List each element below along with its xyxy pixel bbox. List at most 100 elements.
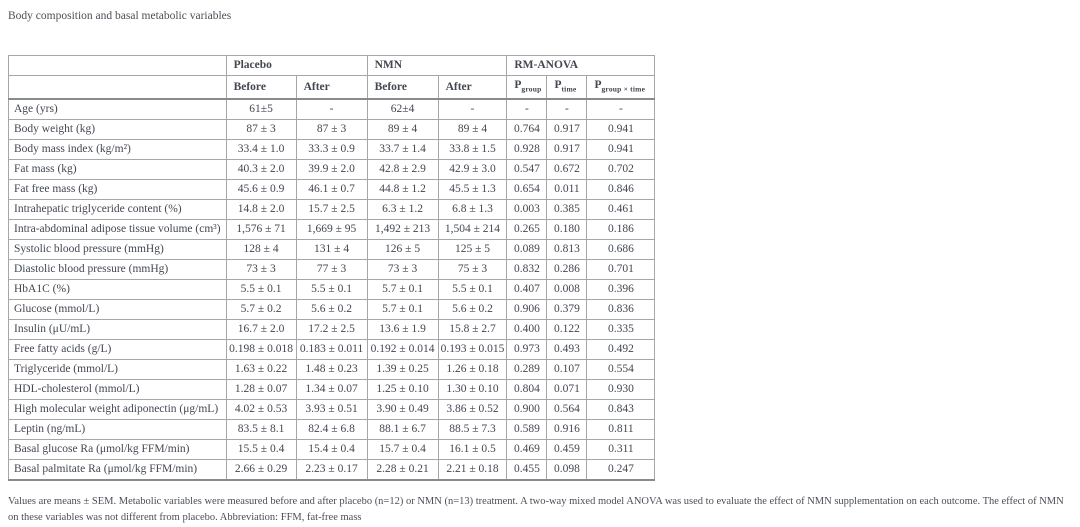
cell-nmn-after: 45.5 ± 1.3 [437,179,508,201]
cell-p-group: 0.928 [506,139,548,161]
row-label: Basal glucose Ra (μmol/kg FFM/min) [8,439,227,461]
cell-nmn-after: 5.6 ± 0.2 [437,299,508,321]
cell-p-group: 0.906 [506,299,548,321]
row-label: Fat mass (kg) [8,159,227,181]
cell-p-time: 0.917 [546,119,588,141]
cell-p-time: 0.459 [546,439,588,461]
cell-placebo-before: 33.4 ± 1.0 [225,139,297,161]
table-row: Leptin (ng/mL) 83.5 ± 8.1 82.4 ± 6.8 88.… [8,419,656,441]
cell-placebo-before: 15.5 ± 0.4 [225,439,297,461]
col-header-nmn-after: After [437,75,508,101]
cell-placebo-before: 2.66 ± 0.29 [225,459,297,482]
col-header-p-time: Ptime [546,75,588,101]
cell-p-time: 0.286 [546,259,588,281]
p-time-base: P [554,79,562,91]
cell-p-group: 0.455 [506,459,548,482]
table-row: Basal palmitate Ra (μmol/kg FFM/min) 2.6… [8,459,656,482]
cell-p-group-x-time: 0.811 [586,419,656,441]
cell-p-group: 0.265 [506,219,548,241]
group-header-nmn: NMN [366,55,508,76]
cell-p-time: 0.917 [546,139,588,161]
cell-p-time: 0.672 [546,159,588,181]
group-header-placebo: Placebo [225,55,368,76]
cell-nmn-before: 13.6 ± 1.9 [366,319,439,341]
cell-p-group-x-time: 0.843 [586,399,656,421]
cell-placebo-before: 1.28 ± 0.07 [225,379,297,401]
cell-p-group-x-time: 0.554 [586,359,656,381]
row-label: Basal palmitate Ra (μmol/kg FFM/min) [8,459,227,482]
results-table: Placebo NMN RM-ANOVA Before After Before… [8,55,656,482]
cell-nmn-after: 75 ± 3 [437,259,508,281]
row-label: Fat free mass (kg) [8,179,227,201]
row-label: HbA1C (%) [8,279,227,301]
cell-p-time: - [546,98,588,121]
cell-placebo-before: 16.7 ± 2.0 [225,319,297,341]
table-row: Triglyceride (mmol/L) 1.63 ± 0.22 1.48 ±… [8,359,656,381]
cell-nmn-before: 88.1 ± 6.7 [366,419,439,441]
cell-placebo-after: 82.4 ± 6.8 [295,419,368,441]
cell-nmn-before: 33.7 ± 1.4 [366,139,439,161]
cell-p-group-x-time: 0.311 [586,439,656,461]
row-label: Diastolic blood pressure (mmHg) [8,259,227,281]
cell-nmn-after: 0.193 ± 0.015 [437,339,508,361]
cell-placebo-after: 15.4 ± 0.4 [295,439,368,461]
table-row: HbA1C (%) 5.5 ± 0.1 5.5 ± 0.1 5.7 ± 0.1 … [8,279,656,301]
group-header-row: Placebo NMN RM-ANOVA [8,55,656,76]
cell-p-group-x-time: 0.702 [586,159,656,181]
cell-p-group: 0.469 [506,439,548,461]
row-label: Glucose (mmol/L) [8,299,227,321]
cell-nmn-before: 44.8 ± 1.2 [366,179,439,201]
cell-p-group-x-time: 0.335 [586,319,656,341]
cell-p-group: 0.832 [506,259,548,281]
group-header-rm-anova: RM-ANOVA [506,55,656,76]
cell-p-group: 0.764 [506,119,548,141]
table-caption: Body composition and basal metabolic var… [8,10,232,22]
row-label: Systolic blood pressure (mmHg) [8,239,227,261]
cell-placebo-after: 15.7 ± 2.5 [295,199,368,221]
cell-nmn-before: 0.192 ± 0.014 [366,339,439,361]
cell-p-time: 0.813 [546,239,588,261]
cell-placebo-before: 45.6 ± 0.9 [225,179,297,201]
cell-placebo-after: 2.23 ± 0.17 [295,459,368,482]
cell-placebo-after: 33.3 ± 0.9 [295,139,368,161]
col-header-p-group-x-time: Pgroup × time [586,75,656,101]
cell-placebo-after: 1.48 ± 0.23 [295,359,368,381]
cell-placebo-after: 0.183 ± 0.011 [295,339,368,361]
row-label: Intrahepatic triglyceride content (%) [8,199,227,221]
cell-p-group-x-time: 0.941 [586,119,656,141]
corner-cell [8,55,227,76]
row-label: Triglyceride (mmol/L) [8,359,227,381]
cell-placebo-before: 128 ± 4 [225,239,297,261]
cell-p-time: 0.122 [546,319,588,341]
p-group-sub: group [521,84,542,94]
cell-nmn-after: 3.86 ± 0.52 [437,399,508,421]
cell-nmn-after: - [437,98,508,121]
cell-nmn-before: 6.3 ± 1.2 [366,199,439,221]
cell-nmn-after: 16.1 ± 0.5 [437,439,508,461]
table-row: Fat mass (kg) 40.3 ± 2.0 39.9 ± 2.0 42.8… [8,159,656,181]
cell-p-group-x-time: - [586,98,656,121]
cell-p-time: 0.564 [546,399,588,421]
cell-placebo-before: 83.5 ± 8.1 [225,419,297,441]
cell-p-group: 0.407 [506,279,548,301]
cell-nmn-after: 42.9 ± 3.0 [437,159,508,181]
cell-nmn-after: 1.26 ± 0.18 [437,359,508,381]
cell-p-group-x-time: 0.247 [586,459,656,482]
cell-nmn-after: 1,504 ± 214 [437,219,508,241]
p-time-sub: time [561,84,577,94]
row-label: Age (yrs) [8,98,227,121]
cell-nmn-before: 73 ± 3 [366,259,439,281]
cell-nmn-before: 1.25 ± 0.10 [366,379,439,401]
cell-placebo-before: 5.5 ± 0.1 [225,279,297,301]
cell-p-group: 0.547 [506,159,548,181]
cell-placebo-after: 1.34 ± 0.07 [295,379,368,401]
cell-nmn-after: 125 ± 5 [437,239,508,261]
p-interaction-sub: group × time [601,84,646,94]
cell-p-time: 0.493 [546,339,588,361]
row-label: Leptin (ng/mL) [8,419,227,441]
cell-nmn-after: 33.8 ± 1.5 [437,139,508,161]
cell-p-group: 0.589 [506,419,548,441]
table-row: Fat free mass (kg) 45.6 ± 0.9 46.1 ± 0.7… [8,179,656,201]
cell-nmn-before: 89 ± 4 [366,119,439,141]
table-row: Basal glucose Ra (μmol/kg FFM/min) 15.5 … [8,439,656,461]
